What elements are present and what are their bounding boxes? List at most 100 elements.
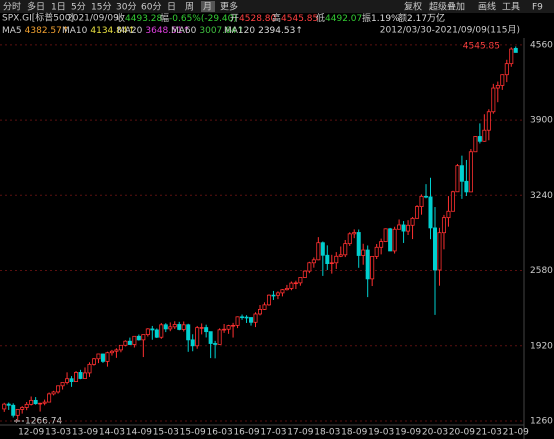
field-label: 幅 — [160, 12, 169, 24]
ma-legend: MA120 2394.53↑ — [224, 26, 303, 36]
tab[interactable]: 月 — [203, 2, 212, 13]
tab[interactable]: 分时 — [3, 1, 21, 13]
candle-body — [74, 372, 79, 382]
tool-button[interactable]: 超级叠加 — [429, 1, 465, 13]
x-tick-label: 18-09 — [341, 428, 367, 438]
candle-body — [298, 277, 303, 284]
x-tick-label: 12-09 — [18, 428, 44, 438]
field-value: 4493.28 — [125, 14, 162, 24]
candle-body — [275, 292, 280, 296]
tab[interactable]: 15分 — [91, 2, 111, 13]
candle-body — [257, 309, 262, 315]
candle-body — [500, 74, 505, 86]
tool-button[interactable]: 画线 — [478, 1, 496, 13]
candle-body — [177, 324, 182, 330]
y-tick-label: 1260 — [530, 417, 553, 427]
candle-body — [284, 288, 289, 291]
candle-body — [428, 196, 433, 229]
x-tick-label: 18-03 — [314, 428, 340, 438]
ma-value: 3007.64↑ — [199, 26, 244, 36]
field-value: 4492.07 — [325, 14, 362, 24]
ma-legend: MA10 4134.84↑ — [62, 26, 135, 36]
quote-field: 低4492.07 — [316, 12, 362, 24]
quote-field: 开4528.80 — [230, 13, 277, 24]
toolbar-bg — [0, 0, 554, 13]
candle-body — [289, 282, 294, 289]
y-tick-label: 3900 — [530, 116, 553, 126]
ma-legend: MA60 3007.64↑ — [171, 26, 244, 36]
candle-body — [370, 256, 375, 280]
low-annotation: 1266.74 — [25, 417, 62, 427]
candle-body — [69, 378, 74, 382]
candle-body — [51, 391, 56, 395]
ma-value: 4382.57↑ — [25, 26, 70, 36]
x-tick-label: 15-09 — [180, 428, 206, 438]
candle-body — [141, 334, 146, 341]
field-label: 低 — [316, 12, 325, 24]
candle-body — [29, 399, 34, 405]
candle-body — [235, 316, 240, 326]
candle-body — [60, 382, 65, 387]
candle-body — [204, 327, 209, 333]
quote-field: 收4493.28 — [116, 12, 163, 24]
candle-body — [401, 224, 406, 232]
candle-body — [468, 151, 473, 193]
tab[interactable]: 1日 — [51, 2, 66, 13]
tab[interactable]: 多日 — [27, 1, 45, 13]
candle-body — [6, 403, 11, 406]
candle-body — [419, 195, 424, 207]
high-annotation: 4545.85 — [463, 42, 500, 52]
field-value: 1.19% — [371, 14, 400, 24]
candle-body — [365, 249, 370, 280]
field-label: 开 — [230, 13, 239, 24]
candle-body — [24, 403, 29, 408]
ma-name: MA60 — [171, 26, 197, 36]
candle-body — [446, 210, 451, 219]
tool-button[interactable]: 工具 — [502, 2, 520, 13]
tab[interactable]: 60分 — [141, 2, 161, 13]
tab[interactable]: 日 — [167, 2, 176, 13]
candle-body — [415, 206, 420, 219]
tool-button[interactable]: F9 — [532, 3, 543, 13]
candle-body — [249, 317, 254, 323]
candle-body — [109, 350, 114, 354]
candle-body — [222, 328, 227, 331]
candle-body — [56, 385, 61, 393]
tool-button[interactable]: 复权 — [404, 1, 422, 13]
x-tick-label: 15-03 — [153, 428, 179, 438]
candle-body — [163, 324, 168, 330]
candle-body — [311, 259, 316, 264]
candle-body — [213, 343, 218, 345]
ma-name: MA5 — [2, 26, 22, 36]
tab[interactable]: 5分 — [71, 2, 86, 13]
ma-name: MA10 — [62, 26, 88, 36]
candle-body — [159, 324, 164, 338]
candle-body — [473, 136, 478, 153]
tab[interactable]: 周 — [185, 2, 194, 13]
candle-body — [114, 349, 119, 352]
candle-body — [118, 344, 123, 351]
tab[interactable]: 更多 — [220, 1, 238, 13]
field-label: 额 — [398, 12, 407, 24]
candle-body — [11, 404, 16, 416]
candle-body — [136, 335, 141, 341]
x-tick-label: 19-09 — [395, 428, 421, 438]
candle-body — [172, 324, 177, 328]
candle-body — [96, 353, 101, 360]
ma-legend: MA20 3648.51↑ — [117, 26, 190, 36]
candle-body — [441, 217, 446, 234]
quote-field: 额2.17万亿 — [398, 12, 445, 24]
field-label: 收 — [116, 12, 125, 24]
candle-body — [338, 254, 343, 257]
field-value: 4528.80 — [239, 14, 276, 24]
tab[interactable]: 30分 — [116, 2, 136, 13]
x-tick-label: 20-09 — [449, 428, 475, 438]
candle-body — [392, 228, 397, 252]
candle-body — [253, 313, 258, 323]
candle-body — [406, 224, 411, 232]
candle-body — [374, 246, 379, 257]
candle-body — [432, 227, 437, 271]
candle-body — [195, 327, 200, 347]
candle-body — [190, 339, 195, 347]
